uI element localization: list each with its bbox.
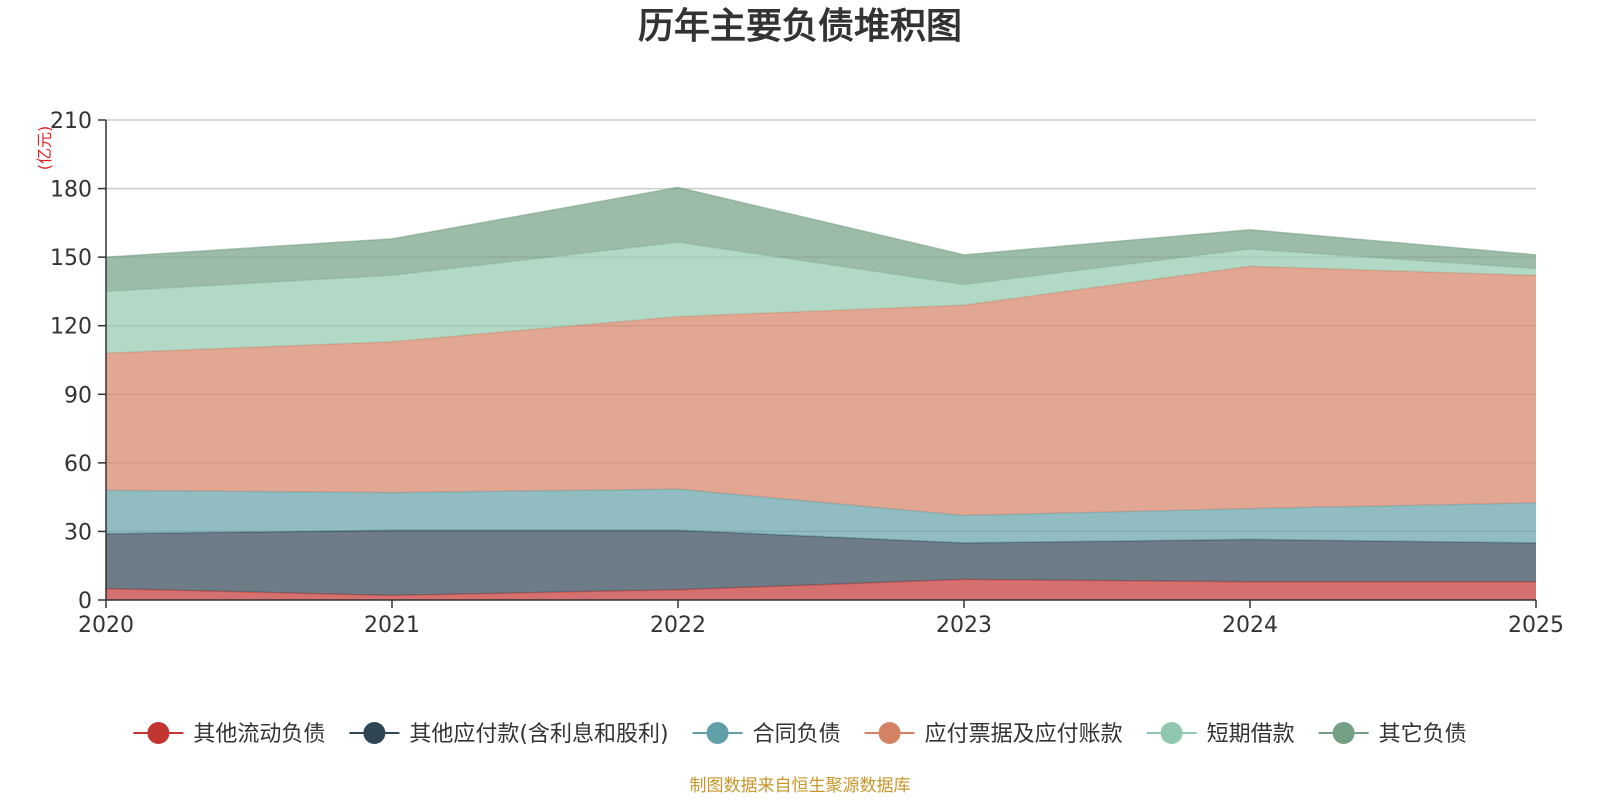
legend: 其他流动负债 其他应付款(含利息和股利) 合同负债 应付票据及应付账款 短期借款 其它负债 <box>133 722 1467 747</box>
legend-circle-marker <box>1160 722 1183 744</box>
x-tick-label: 2024 <box>1222 613 1278 638</box>
legend-label: 其他流动负债 <box>193 722 325 747</box>
data-source-note: 制图数据来自恒生聚源数据库 <box>690 776 911 796</box>
x-tick-label: 2021 <box>364 613 420 638</box>
legend-item-1[interactable]: 其他流动负债 <box>133 722 325 747</box>
legend-label: 合同负债 <box>753 722 841 747</box>
legend-label: 短期借款 <box>1207 722 1295 747</box>
x-tick-label: 2020 <box>78 613 134 638</box>
legend-circle-marker <box>363 722 386 744</box>
area-series-6 <box>106 187 1536 292</box>
legend-circle-marker <box>1332 722 1355 744</box>
legend-label: 其它负债 <box>1379 722 1467 747</box>
area-series-4 <box>106 266 1536 516</box>
y-tick-label: 150 <box>50 246 92 271</box>
legend-label: 应付票据及应付账款 <box>925 722 1123 747</box>
y-tick-label: 0 <box>78 589 92 614</box>
y-tick-label: 30 <box>64 520 92 545</box>
legend-item-6[interactable]: 其它负债 <box>1318 722 1467 747</box>
axes: 0 30 60 90 120 150 180 210 2020 2021 2022 2023 2024 2… <box>50 109 1564 638</box>
area-series <box>105 186 1537 600</box>
y-tick-label: 210 <box>50 109 92 134</box>
area-series-2 <box>106 530 1536 596</box>
legend-circle-marker <box>147 722 170 744</box>
y-axis-unit-label: (亿元) <box>35 126 54 171</box>
y-tick-label: 60 <box>64 452 92 477</box>
legend-item-2[interactable]: 其他应付款(含利息和股利) <box>349 722 669 747</box>
area-series-edge-6 <box>105 186 1537 258</box>
legend-item-4[interactable]: 应付票据及应付账款 <box>864 722 1123 747</box>
legend-label: 其他应付款(含利息和股利) <box>409 722 668 747</box>
legend-circle-marker <box>706 722 729 744</box>
y-tick-label: 90 <box>64 383 92 408</box>
x-tick-label: 2022 <box>650 613 706 638</box>
x-tick-label: 2023 <box>936 613 992 638</box>
area-series-1 <box>106 579 1536 600</box>
x-tick-label: 2025 <box>1508 613 1564 638</box>
y-tick-label: 120 <box>50 315 92 340</box>
legend-item-5[interactable]: 短期借款 <box>1146 722 1295 747</box>
legend-item-3[interactable]: 合同负债 <box>692 722 841 747</box>
legend-circle-marker <box>878 722 901 744</box>
chart-title: 历年主要负债堆积图 <box>638 6 962 47</box>
area-series-3 <box>106 489 1536 543</box>
area-series-5 <box>106 242 1536 354</box>
y-tick-label: 180 <box>50 178 92 203</box>
